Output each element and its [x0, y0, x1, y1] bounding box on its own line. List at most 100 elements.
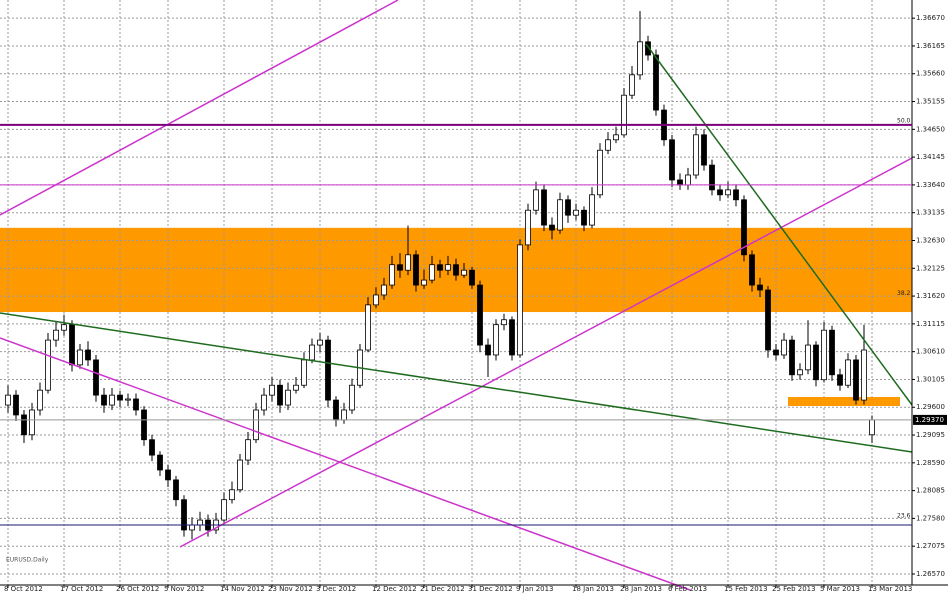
y-tick-label: 1.28590: [916, 459, 945, 467]
candle-body: [613, 134, 619, 141]
candle-body: [181, 499, 187, 531]
candle-body: [509, 319, 515, 356]
candle-body: [141, 409, 147, 441]
y-tick-label: 1.30105: [916, 375, 945, 383]
candle-body: [253, 409, 259, 441]
candle-body: [437, 264, 443, 271]
x-tick-label: 6 Feb 2013: [668, 585, 707, 593]
y-tick-label: 1.32125: [916, 264, 945, 272]
candle-body: [317, 339, 323, 346]
candle-body: [821, 329, 827, 381]
candle-body: [293, 384, 299, 391]
candle-body: [733, 189, 739, 201]
y-tick-label: 1.27580: [916, 514, 945, 522]
candle-body: [461, 269, 467, 276]
candle-body: [309, 344, 315, 361]
x-tick-label: 18 Jan 2013: [572, 585, 614, 593]
candle-body: [381, 284, 387, 296]
candle-body: [573, 209, 579, 216]
candle-body: [365, 304, 371, 351]
candle-body: [845, 359, 851, 386]
fib-label: 50.0: [897, 117, 911, 124]
candle-body: [685, 174, 691, 186]
candle-body: [605, 139, 611, 151]
x-tick-label: 5 Nov 2012: [164, 585, 204, 593]
y-tick-label: 1.31115: [916, 320, 945, 328]
candle-body: [701, 134, 707, 166]
y-tick-label: 1.35660: [916, 70, 945, 78]
candle-body: [157, 454, 163, 471]
x-tick-label: 13 Mar 2013: [868, 585, 912, 593]
candle-body: [797, 369, 803, 376]
x-tick-label: 14 Nov 2012: [220, 585, 265, 593]
candle-body: [277, 384, 283, 406]
candle-body: [261, 394, 267, 411]
candle-body: [485, 344, 491, 356]
candle-body: [621, 94, 627, 136]
candle-body: [69, 324, 75, 366]
x-tick-label: 15 Feb 2013: [724, 585, 768, 593]
candle-body: [429, 264, 435, 281]
candle-body: [301, 359, 307, 386]
fib-label: 38.2: [897, 290, 911, 297]
candle-body: [861, 349, 867, 401]
candle-body: [565, 199, 571, 216]
candle-body: [773, 349, 779, 356]
candle-body: [541, 189, 547, 226]
candle-body: [245, 439, 251, 461]
candle-body: [445, 264, 451, 271]
x-tick-label: 3 Dec 2012: [316, 585, 356, 593]
x-tick-label: 26 Oct 2012: [116, 585, 159, 593]
candle-body: [645, 41, 651, 56]
candle-body: [13, 394, 19, 416]
candle-body: [453, 264, 459, 276]
candle-body: [229, 489, 235, 501]
candle-body: [533, 189, 539, 211]
candle-body: [477, 284, 483, 346]
candle-body: [853, 359, 859, 401]
candle-body: [397, 264, 403, 271]
candle-body: [581, 209, 587, 226]
x-tick-label: 17 Oct 2012: [60, 585, 103, 593]
trend-lines: [0, 0, 913, 591]
candle-body: [869, 419, 875, 436]
candle-body: [789, 339, 795, 376]
x-tick-label: 31 Dec 2012: [468, 585, 513, 593]
candle-body: [37, 389, 43, 411]
x-tick-label: 21 Dec 2012: [420, 585, 465, 593]
x-tick-label: 23 Nov 2012: [268, 585, 313, 593]
y-tick-label: 1.27075: [916, 542, 945, 550]
candle-body: [173, 479, 179, 501]
candle-body: [805, 344, 811, 371]
candle-body: [741, 199, 747, 256]
candle-body: [493, 324, 499, 356]
candle-body: [837, 374, 843, 386]
candle-body: [325, 339, 331, 401]
candle-body: [765, 289, 771, 351]
candle-body: [149, 439, 155, 456]
candle-body: [341, 409, 347, 421]
support-zone: [788, 397, 900, 406]
candle-body: [629, 74, 635, 96]
y-tick-label: 1.30610: [916, 348, 945, 356]
candle-body: [677, 179, 683, 186]
candle-body: [757, 284, 763, 291]
candle-body: [117, 394, 123, 401]
candle-body: [45, 339, 51, 391]
y-tick-label: 1.35155: [916, 98, 945, 106]
candle-body: [197, 519, 203, 526]
y-tick-label: 1.34145: [916, 153, 945, 161]
y-tick-label: 1.33640: [916, 181, 945, 189]
candle-body: [597, 149, 603, 196]
trend-line: [645, 43, 913, 406]
x-tick-label: 25 Feb 2013: [772, 585, 816, 593]
last-price-box: [913, 414, 947, 425]
candle-body: [85, 349, 91, 361]
y-tick-label: 1.34650: [916, 125, 945, 133]
fib-label: 23.6: [897, 513, 911, 520]
candle-body: [725, 189, 731, 196]
y-tick-label: 1.29600: [916, 403, 945, 411]
candle-body: [589, 194, 595, 226]
candle-body: [421, 279, 427, 286]
